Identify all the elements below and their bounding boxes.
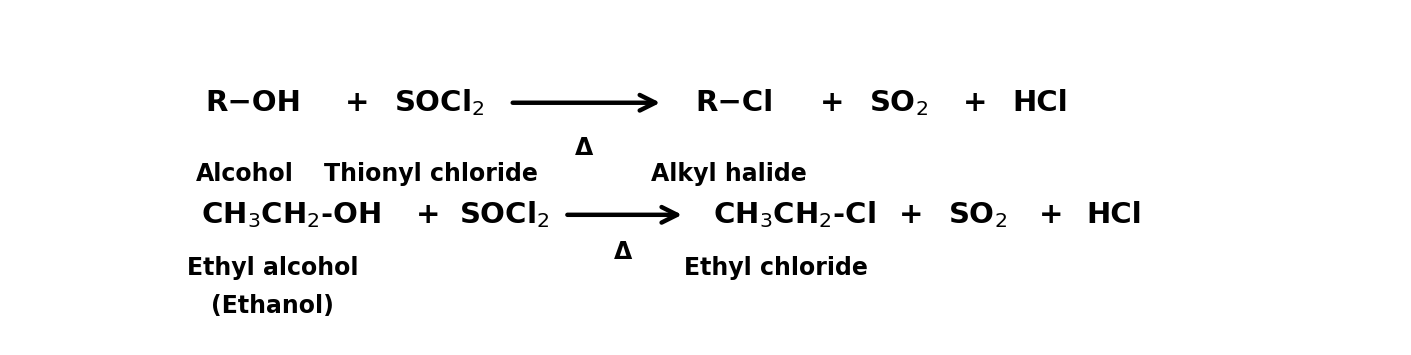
Text: Δ: Δ (614, 240, 632, 264)
Text: +: + (820, 89, 845, 117)
Text: SO$_2$: SO$_2$ (869, 88, 927, 118)
Text: CH$_3$CH$_2$-Cl: CH$_3$CH$_2$-Cl (713, 200, 876, 230)
Text: +: + (899, 201, 923, 229)
Text: Alkyl halide: Alkyl halide (650, 162, 807, 186)
Text: SOCl$_2$: SOCl$_2$ (394, 87, 484, 118)
Text: CH$_3$CH$_2$-OH: CH$_3$CH$_2$-OH (202, 200, 381, 230)
Text: Ethyl chloride: Ethyl chloride (684, 256, 868, 280)
Text: HCl: HCl (1012, 89, 1068, 117)
Text: HCl: HCl (1086, 201, 1143, 229)
Text: Alcohol: Alcohol (196, 162, 295, 186)
Text: Ethyl alcohol: Ethyl alcohol (186, 256, 358, 280)
Text: R−Cl: R−Cl (696, 89, 773, 117)
Text: +: + (344, 89, 370, 117)
Text: Thionyl chloride: Thionyl chloride (325, 162, 538, 186)
Text: +: + (416, 201, 440, 229)
Text: SO$_2$: SO$_2$ (948, 200, 1007, 230)
Text: SOCl$_2$: SOCl$_2$ (460, 200, 549, 230)
Text: (Ethanol): (Ethanol) (212, 294, 334, 318)
Text: R−OH: R−OH (205, 89, 301, 117)
Text: Δ: Δ (576, 136, 594, 160)
Text: +: + (962, 89, 986, 117)
Text: +: + (1038, 201, 1064, 229)
